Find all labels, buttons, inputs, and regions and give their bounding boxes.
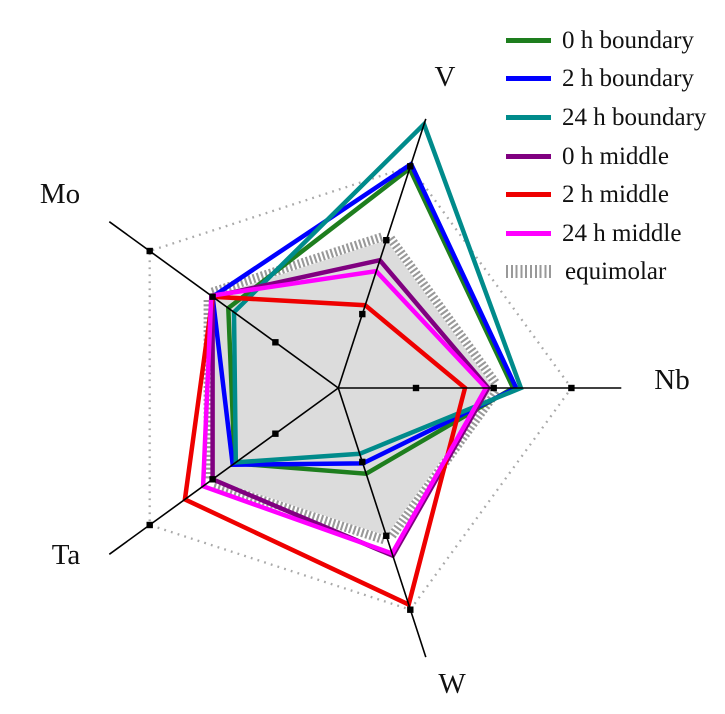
axis-tick-mo-30 bbox=[146, 247, 153, 255]
axis-labels: V Nb W Ta Mo bbox=[40, 61, 690, 700]
legend-label: 24 h boundary bbox=[562, 103, 707, 131]
grid-ring-30 bbox=[148, 164, 573, 612]
legend-item: 24 h middle bbox=[506, 214, 706, 253]
legend-swatch-0-h-middle bbox=[506, 153, 551, 159]
axis-tick-nb-20 bbox=[490, 384, 497, 392]
radar-plot-area bbox=[108, 118, 622, 658]
axis-tick-nb-30 bbox=[568, 384, 575, 392]
axis-tick-v-20 bbox=[383, 237, 390, 244]
axis-label-ta: Ta bbox=[52, 539, 81, 571]
legend-label: 2 h boundary bbox=[562, 65, 694, 93]
axis-tick-w-20 bbox=[383, 532, 390, 539]
legend-label: 24 h middle bbox=[562, 219, 682, 247]
series-line-2-h-boundary bbox=[210, 160, 520, 467]
axis-tick-ta-30 bbox=[146, 521, 153, 529]
axis-label-nb: Nb bbox=[654, 364, 689, 396]
legend-swatch-equimolar-hatch-icon bbox=[506, 265, 554, 279]
axis-tick-ta-10 bbox=[272, 430, 279, 437]
legend-item: 24 h boundary bbox=[506, 98, 706, 137]
axis-tick-w-10 bbox=[359, 458, 366, 466]
legend-item: 0 h boundary bbox=[506, 21, 706, 60]
legend: 0 h boundary 2 h boundary 24 h boundary … bbox=[506, 21, 706, 291]
axis-tick-ta-20 bbox=[209, 476, 216, 483]
axis-label-mo: Mo bbox=[40, 178, 80, 210]
series-line-24-h-middle bbox=[200, 268, 489, 557]
legend-label: equimolar bbox=[565, 258, 667, 286]
axis-tick-mo-20 bbox=[209, 293, 216, 300]
axis-tick-v-30 bbox=[407, 163, 414, 170]
legend-label: 0 h middle bbox=[562, 142, 669, 170]
axis-tick-v-10 bbox=[359, 310, 366, 318]
legend-item: 0 h middle bbox=[506, 137, 706, 176]
legend-item: 2 h boundary bbox=[506, 60, 706, 99]
legend-swatch-0-h-boundary bbox=[506, 37, 551, 43]
legend-swatch-2-h-boundary bbox=[506, 76, 551, 82]
series-line-24-h-boundary bbox=[231, 120, 524, 465]
legend-swatch-24-h-boundary bbox=[506, 114, 551, 120]
legend-item: equimolar bbox=[506, 253, 706, 292]
axis-tick-w-30 bbox=[407, 606, 414, 613]
legend-label: 0 h boundary bbox=[562, 26, 694, 54]
axis-label-w: W bbox=[438, 668, 466, 700]
axis-label-v: V bbox=[435, 61, 456, 93]
axis-tick-nb-10 bbox=[412, 384, 420, 392]
legend-swatch-24-h-middle bbox=[506, 230, 551, 236]
series-line-2-h-middle bbox=[182, 294, 468, 608]
axis-tick-mo-10 bbox=[272, 339, 279, 346]
legend-swatch-2-h-middle bbox=[506, 192, 551, 198]
legend-label: 2 h middle bbox=[562, 181, 669, 209]
legend-item: 2 h middle bbox=[506, 175, 706, 214]
